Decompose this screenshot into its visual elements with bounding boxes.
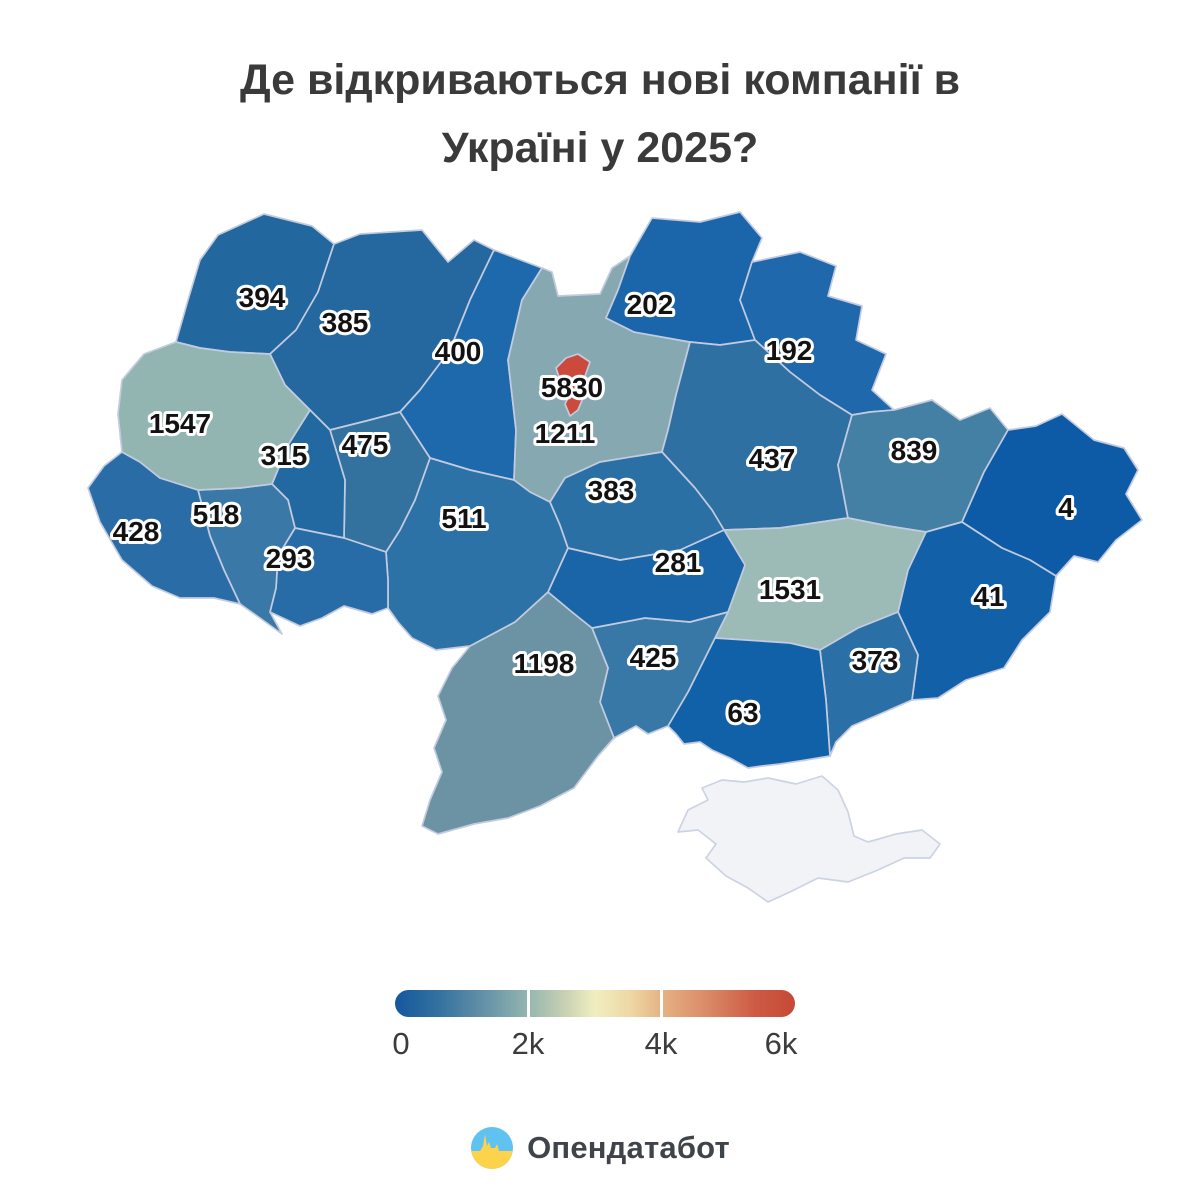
- legend-tick-2k: 2k: [511, 1026, 545, 1061]
- value-label-sumy: 192: [766, 335, 813, 366]
- value-label-kharkiv: 839: [891, 435, 938, 466]
- value-label-dnipropetrovsk: 1531: [759, 574, 821, 605]
- value-label-lviv: 1547: [149, 408, 211, 439]
- value-label-poltava: 437: [749, 443, 796, 474]
- value-label-volyn: 394: [239, 282, 286, 313]
- value-label-vinnytsia: 511: [441, 503, 486, 534]
- region-chernihiv[interactable]: [605, 211, 763, 346]
- value-label-khmelnytskyi: 475: [342, 429, 389, 460]
- legend-tick-4k: 4k: [644, 1026, 678, 1061]
- value-label-cherkasy: 383: [588, 475, 635, 506]
- region-kyiv-city[interactable]: [555, 353, 595, 417]
- value-label-mykolaiv: 425: [630, 642, 677, 673]
- value-label-ivano-frankivsk: 518: [193, 499, 240, 530]
- value-label-ternopil: 315: [261, 440, 308, 471]
- value-label-odesa: 1198: [514, 648, 575, 679]
- brand-name: Опендатабот: [527, 1130, 730, 1165]
- legend-divider-4k: [660, 990, 663, 1017]
- value-label-chernihiv: 202: [627, 289, 674, 320]
- value-label-kyiv-oblast: 1211: [535, 418, 596, 449]
- color-scale-legend: 0 2k 4k 6k: [392, 990, 798, 1070]
- page-title-line1: Де відкриваються нові компанії в: [239, 56, 961, 104]
- region-lviv[interactable]: [117, 341, 311, 491]
- value-label-kyiv-city: 5830: [541, 372, 603, 403]
- region-odesa[interactable]: [421, 591, 615, 835]
- value-label-donetsk: 41: [973, 581, 1004, 612]
- value-label-zhytomyr: 400: [435, 336, 482, 367]
- value-label-rivne: 385: [322, 307, 369, 338]
- region-crimea-no-data[interactable]: [677, 775, 941, 903]
- page-title: Де відкриваються нові компанії в Україні…: [0, 46, 1200, 182]
- legend-tick-6k: 6k: [764, 1026, 798, 1061]
- region-zaporizhzhia[interactable]: [819, 611, 919, 757]
- value-label-luhansk: 4: [1058, 492, 1074, 523]
- region-cherkasy[interactable]: [549, 451, 725, 561]
- value-label-chernivtsi: 293: [266, 543, 313, 574]
- legend-tick-0: 0: [392, 1026, 410, 1061]
- region-value-labels: 394 385 400 202 192 1211 1547 315 475 428 518 293 51…: [110, 279, 1078, 731]
- page-title-line2: Україні у 2025?: [441, 124, 759, 172]
- value-label-kherson: 63: [727, 697, 758, 728]
- value-label-kirovohrad: 281: [655, 547, 702, 578]
- color-scale-gradient-bar: [395, 990, 795, 1017]
- opendatabot-logo: Опендатабот: [0, 1126, 1200, 1170]
- legend-divider-2k: [527, 990, 530, 1017]
- value-label-zakarpattia: 428: [113, 516, 160, 547]
- opendatabot-icon: [471, 1127, 514, 1169]
- value-label-zaporizhzhia: 373: [852, 645, 899, 676]
